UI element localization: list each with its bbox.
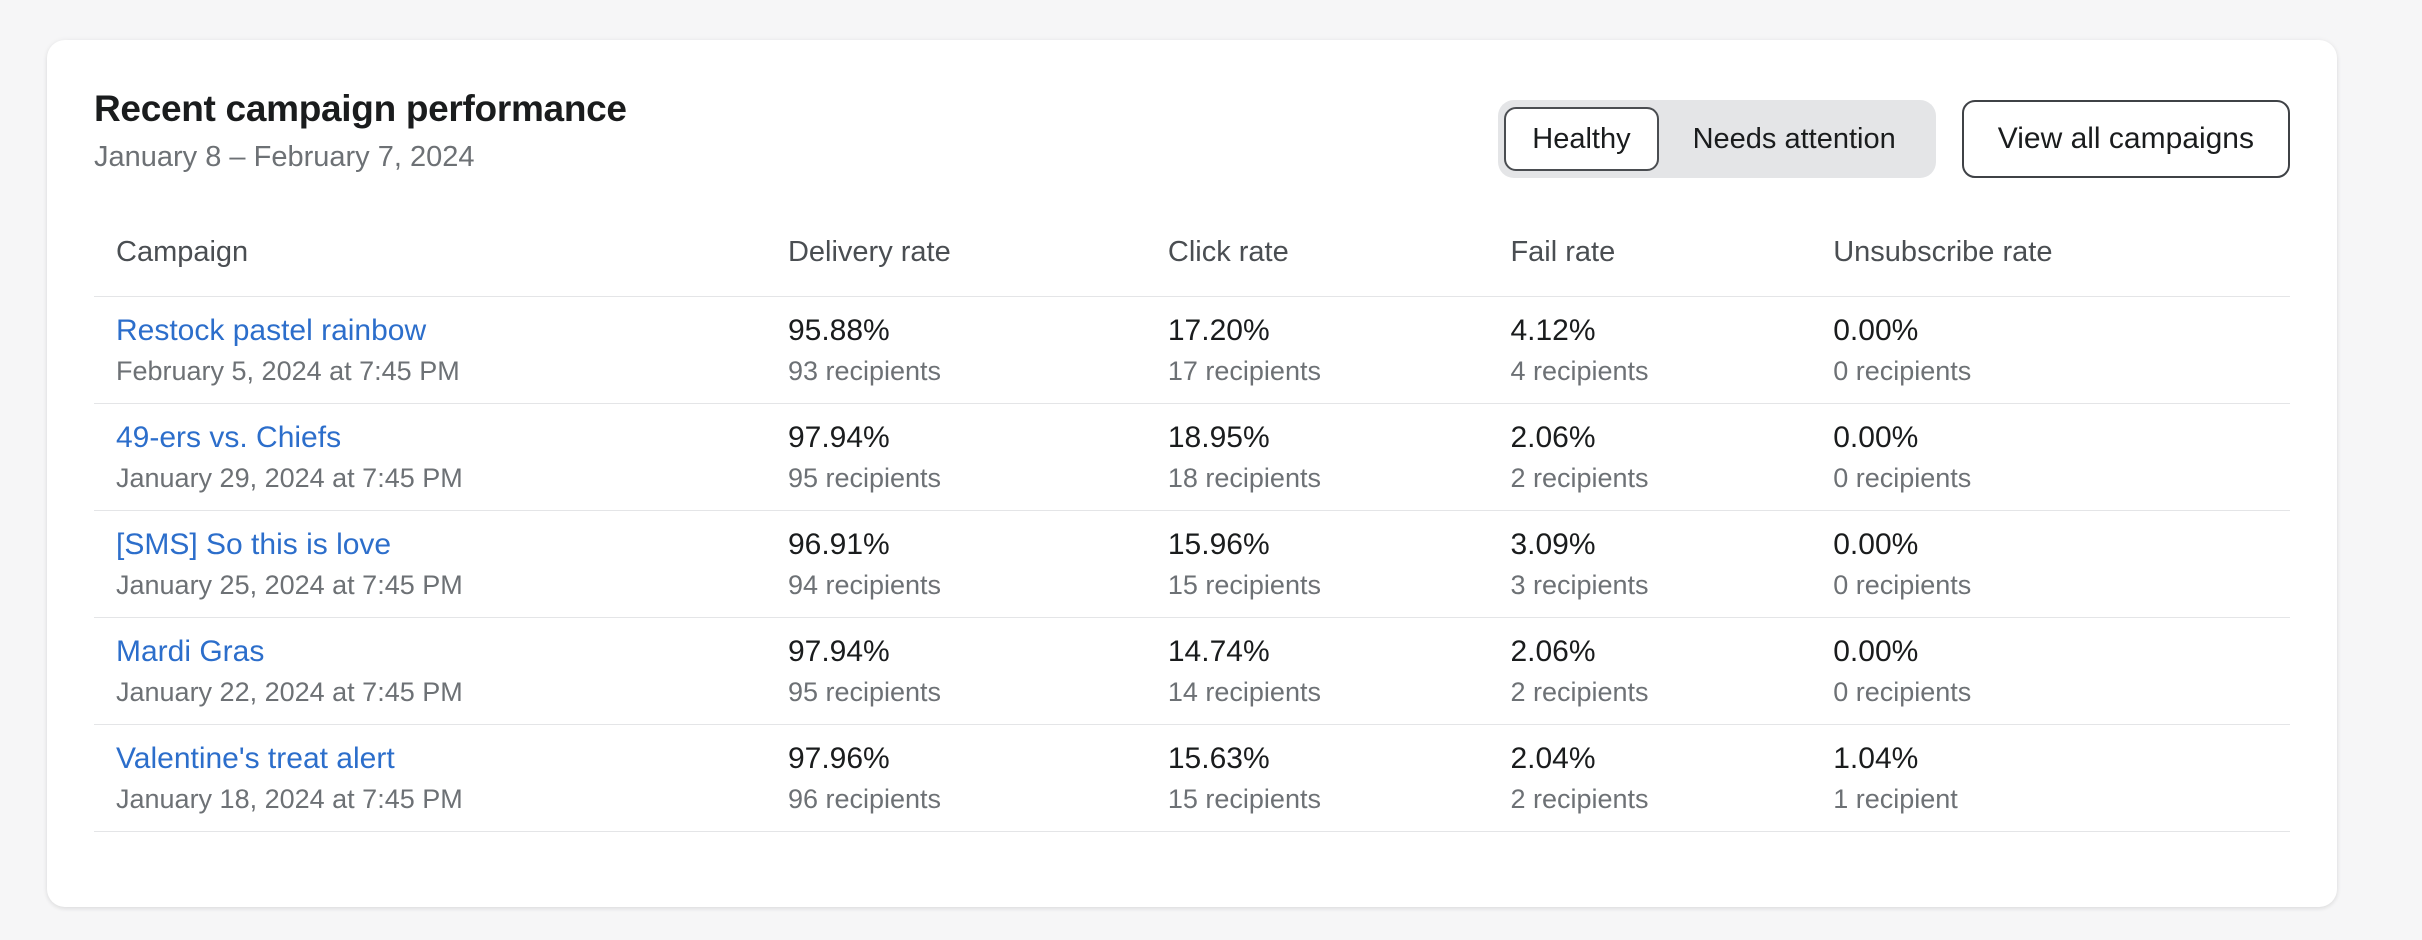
fail-recipients: 2 recipients: [1510, 463, 1649, 493]
page-title: Recent campaign performance: [94, 88, 627, 129]
campaign-cell: 49-ers vs. Chiefs January 29, 2024 at 7:…: [94, 404, 766, 510]
delivery-recipients: 96 recipients: [787, 784, 942, 814]
click-rate-value: 18.95%: [1167, 421, 1270, 454]
campaign-cell: Valentine's treat alert January 18, 2024…: [94, 725, 766, 831]
campaign-performance-card: Recent campaign performance January 8 – …: [47, 40, 2337, 907]
campaign-link[interactable]: Valentine's treat alert: [116, 742, 395, 775]
fail-rate-value: 4.12%: [1510, 314, 1596, 347]
click-recipients: 18 recipients: [1167, 463, 1321, 493]
click-rate-value: 14.74%: [1167, 635, 1270, 668]
column-header-fail-rate: Fail rate: [1510, 236, 1616, 268]
campaign-sent-date: January 25, 2024 at 7:45 PM: [116, 570, 463, 600]
click-rate-cell: 18.95% 18 recipients: [1146, 404, 1489, 510]
unsubscribe-recipients: 0 recipients: [1833, 677, 1972, 707]
delivery-recipients: 93 recipients: [787, 356, 942, 386]
unsubscribe-rate-cell: 0.00% 0 recipients: [1811, 618, 2290, 724]
campaign-table: Campaign Delivery rate Click rate Fail r…: [94, 234, 2290, 832]
delivery-rate-cell: 95.88% 93 recipients: [766, 297, 1146, 403]
delivery-rate-cell: 97.94% 95 recipients: [766, 618, 1146, 724]
filter-option-needs-attention[interactable]: Needs attention: [1659, 107, 1930, 171]
fail-rate-cell: 2.06% 2 recipients: [1488, 404, 1811, 510]
unsubscribe-rate-value: 1.04%: [1833, 742, 1919, 775]
campaign-sent-date: January 29, 2024 at 7:45 PM: [116, 463, 463, 493]
view-all-campaigns-button[interactable]: View all campaigns: [1961, 100, 2290, 178]
delivery-rate-value: 97.94%: [787, 421, 890, 454]
fail-rate-cell: 4.12% 4 recipients: [1488, 297, 1811, 403]
campaign-cell: Mardi Gras January 22, 2024 at 7:45 PM: [94, 618, 766, 724]
click-recipients: 15 recipients: [1167, 570, 1321, 600]
click-recipients: 15 recipients: [1167, 784, 1321, 814]
click-rate-cell: 14.74% 14 recipients: [1146, 618, 1489, 724]
card-header: Recent campaign performance January 8 – …: [94, 86, 2290, 178]
table-row: 49-ers vs. Chiefs January 29, 2024 at 7:…: [94, 403, 2290, 510]
click-rate-cell: 15.63% 15 recipients: [1146, 725, 1489, 831]
fail-rate-cell: 3.09% 3 recipients: [1488, 511, 1811, 617]
campaign-cell: [SMS] So this is love January 25, 2024 a…: [94, 511, 766, 617]
filter-option-healthy[interactable]: Healthy: [1504, 107, 1659, 171]
unsubscribe-rate-value: 0.00%: [1833, 635, 1919, 668]
date-range: January 8 – February 7, 2024: [94, 141, 475, 173]
delivery-rate-value: 97.94%: [787, 635, 890, 668]
campaign-link[interactable]: [SMS] So this is love: [116, 528, 392, 561]
unsubscribe-recipients: 1 recipient: [1833, 784, 1958, 814]
delivery-rate-value: 97.96%: [787, 742, 890, 775]
unsubscribe-recipients: 0 recipients: [1833, 463, 1972, 493]
click-rate-value: 15.96%: [1167, 528, 1270, 561]
campaign-link[interactable]: Restock pastel rainbow: [116, 314, 427, 347]
delivery-rate-cell: 96.91% 94 recipients: [766, 511, 1146, 617]
column-header-unsubscribe-rate: Unsubscribe rate: [1833, 236, 2053, 268]
delivery-rate-value: 95.88%: [787, 314, 890, 347]
table-header-row: Campaign Delivery rate Click rate Fail r…: [94, 234, 2290, 296]
delivery-recipients: 94 recipients: [787, 570, 942, 600]
delivery-rate-cell: 97.94% 95 recipients: [766, 404, 1146, 510]
click-rate-cell: 17.20% 17 recipients: [1146, 297, 1489, 403]
campaign-sent-date: January 18, 2024 at 7:45 PM: [116, 784, 463, 814]
click-rate-value: 17.20%: [1167, 314, 1270, 347]
column-header-delivery-rate: Delivery rate: [787, 236, 951, 268]
click-rate-cell: 15.96% 15 recipients: [1146, 511, 1489, 617]
unsubscribe-rate-cell: 0.00% 0 recipients: [1811, 404, 2290, 510]
fail-rate-value: 3.09%: [1510, 528, 1596, 561]
click-recipients: 14 recipients: [1167, 677, 1321, 707]
unsubscribe-rate-value: 0.00%: [1833, 314, 1919, 347]
delivery-recipients: 95 recipients: [787, 677, 942, 707]
fail-recipients: 2 recipients: [1510, 784, 1649, 814]
unsubscribe-rate-cell: 0.00% 0 recipients: [1811, 511, 2290, 617]
unsubscribe-rate-value: 0.00%: [1833, 528, 1919, 561]
click-rate-value: 15.63%: [1167, 742, 1270, 775]
heading-block: Recent campaign performance January 8 – …: [94, 86, 627, 175]
campaign-sent-date: February 5, 2024 at 7:45 PM: [116, 356, 460, 386]
column-header-campaign: Campaign: [116, 236, 249, 268]
fail-recipients: 4 recipients: [1510, 356, 1649, 386]
unsubscribe-recipients: 0 recipients: [1833, 356, 1972, 386]
unsubscribe-rate-value: 0.00%: [1833, 421, 1919, 454]
status-filter-segmented-control: Healthy Needs attention: [1498, 100, 1936, 178]
campaign-link[interactable]: Mardi Gras: [116, 635, 265, 668]
unsubscribe-recipients: 0 recipients: [1833, 570, 1972, 600]
column-header-click-rate: Click rate: [1167, 236, 1289, 268]
unsubscribe-rate-cell: 0.00% 0 recipients: [1811, 297, 2290, 403]
campaign-sent-date: January 22, 2024 at 7:45 PM: [116, 677, 463, 707]
campaign-link[interactable]: 49-ers vs. Chiefs: [116, 421, 342, 454]
fail-rate-value: 2.06%: [1510, 635, 1596, 668]
delivery-rate-value: 96.91%: [787, 528, 890, 561]
table-row: Mardi Gras January 22, 2024 at 7:45 PM 9…: [94, 617, 2290, 724]
fail-rate-cell: 2.04% 2 recipients: [1488, 725, 1811, 831]
table-row: Restock pastel rainbow February 5, 2024 …: [94, 296, 2290, 403]
fail-rate-value: 2.06%: [1510, 421, 1596, 454]
fail-rate-cell: 2.06% 2 recipients: [1488, 618, 1811, 724]
table-row: [SMS] So this is love January 25, 2024 a…: [94, 510, 2290, 617]
fail-recipients: 2 recipients: [1510, 677, 1649, 707]
table-row: Valentine's treat alert January 18, 2024…: [94, 724, 2290, 831]
delivery-recipients: 95 recipients: [787, 463, 942, 493]
table-bottom-divider: [94, 831, 2290, 832]
header-controls: Healthy Needs attention View all campaig…: [1498, 100, 2290, 178]
click-recipients: 17 recipients: [1167, 356, 1321, 386]
fail-rate-value: 2.04%: [1510, 742, 1596, 775]
delivery-rate-cell: 97.96% 96 recipients: [766, 725, 1146, 831]
unsubscribe-rate-cell: 1.04% 1 recipient: [1811, 725, 2290, 831]
campaign-cell: Restock pastel rainbow February 5, 2024 …: [94, 297, 766, 403]
fail-recipients: 3 recipients: [1510, 570, 1649, 600]
